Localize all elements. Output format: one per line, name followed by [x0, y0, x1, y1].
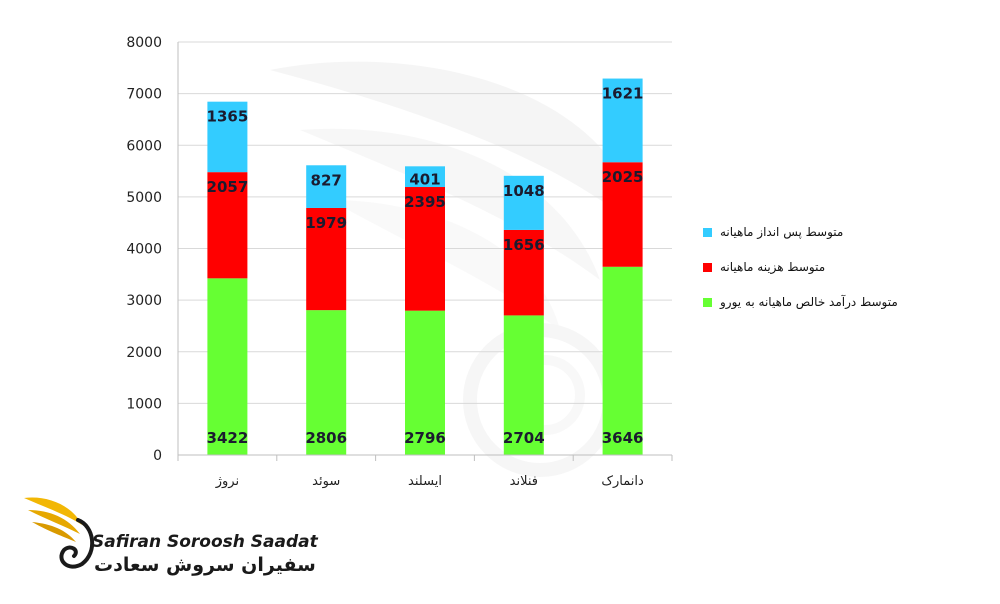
data-label: 1048 [503, 182, 545, 200]
bar-segment [503, 315, 544, 455]
x-category-label: سوئد [312, 474, 340, 489]
logo-text-fa: سفیران سروش سعادت [94, 554, 316, 576]
company-logo: Safiran Soroosh Saadat سفیران سروش سعادت [22, 490, 318, 585]
x-category-label: نروژ [215, 474, 239, 489]
data-label: 2796 [404, 429, 446, 447]
bar-segment [602, 266, 643, 455]
y-tick-label: 1000 [126, 396, 162, 412]
x-category-label: ایسلند [408, 474, 442, 489]
bar-segment [405, 310, 445, 455]
data-label: 827 [311, 171, 342, 189]
data-label: 1979 [305, 214, 347, 232]
bar-segment [602, 162, 643, 267]
y-tick-label: 8000 [126, 35, 162, 51]
y-tick-label: 2000 [126, 345, 162, 361]
legend-item-savings: متوسط پس انداز ماهیانه [703, 222, 993, 242]
bar-segment [306, 165, 347, 208]
data-label: 401 [409, 170, 440, 188]
legend-item-income: متوسط درآمد خالص ماهیانه به یورو [703, 292, 993, 312]
x-category-label: فنلاند [510, 474, 538, 489]
bars [207, 78, 643, 455]
bar-segment [306, 310, 347, 455]
bar-segment [405, 166, 445, 188]
data-label: 2025 [602, 168, 644, 186]
y-tick-label: 0 [153, 448, 162, 464]
y-tick-label: 3000 [126, 293, 162, 309]
logo-text-en: Safiran Soroosh Saadat [92, 532, 318, 552]
legend-label-income: متوسط درآمد خالص ماهیانه به یورو [720, 295, 898, 309]
bar-segment [207, 101, 248, 173]
y-tick-label: 4000 [126, 242, 162, 258]
data-label: 3422 [207, 429, 249, 447]
bar-segment [207, 278, 248, 455]
data-label: 2806 [305, 429, 347, 447]
data-label: 2057 [207, 178, 249, 196]
data-label: 1656 [503, 236, 545, 254]
axes: 0 1000 2000 3000 4000 5000 6000 7000 8000 نروژ سوئ… [126, 35, 673, 489]
legend: متوسط پس انداز ماهیانه متوسط هزینه ماهیا… [703, 222, 993, 327]
legend-swatch-expenses [703, 262, 712, 272]
bar-segment [503, 229, 544, 316]
data-label: 2704 [503, 429, 545, 447]
bar-segment [602, 78, 643, 163]
wing-logo-icon [24, 497, 94, 569]
bar-segment [207, 172, 248, 279]
y-tick-label: 5000 [126, 190, 162, 206]
bar-segment [503, 175, 544, 230]
x-category-label: دانمارک [601, 474, 644, 489]
legend-label-expenses: متوسط هزینه ماهیانه [720, 260, 826, 274]
legend-label-savings: متوسط پس انداز ماهیانه [720, 225, 844, 239]
data-label: 1621 [602, 85, 644, 103]
bar-segment [405, 187, 445, 311]
legend-item-expenses: متوسط هزینه ماهیانه [703, 257, 993, 277]
data-label: 3646 [602, 429, 644, 447]
bar-segment [306, 207, 347, 311]
legend-swatch-income [703, 297, 712, 307]
data-labels: 3422 2057 1365 2806 1979 827 2796 2395 401 2704 16… [207, 85, 644, 447]
y-tick-label: 7000 [126, 87, 162, 103]
data-label: 2395 [404, 193, 446, 211]
legend-swatch-savings [703, 227, 712, 237]
y-tick-label: 6000 [126, 138, 162, 154]
data-label: 1365 [207, 108, 249, 126]
